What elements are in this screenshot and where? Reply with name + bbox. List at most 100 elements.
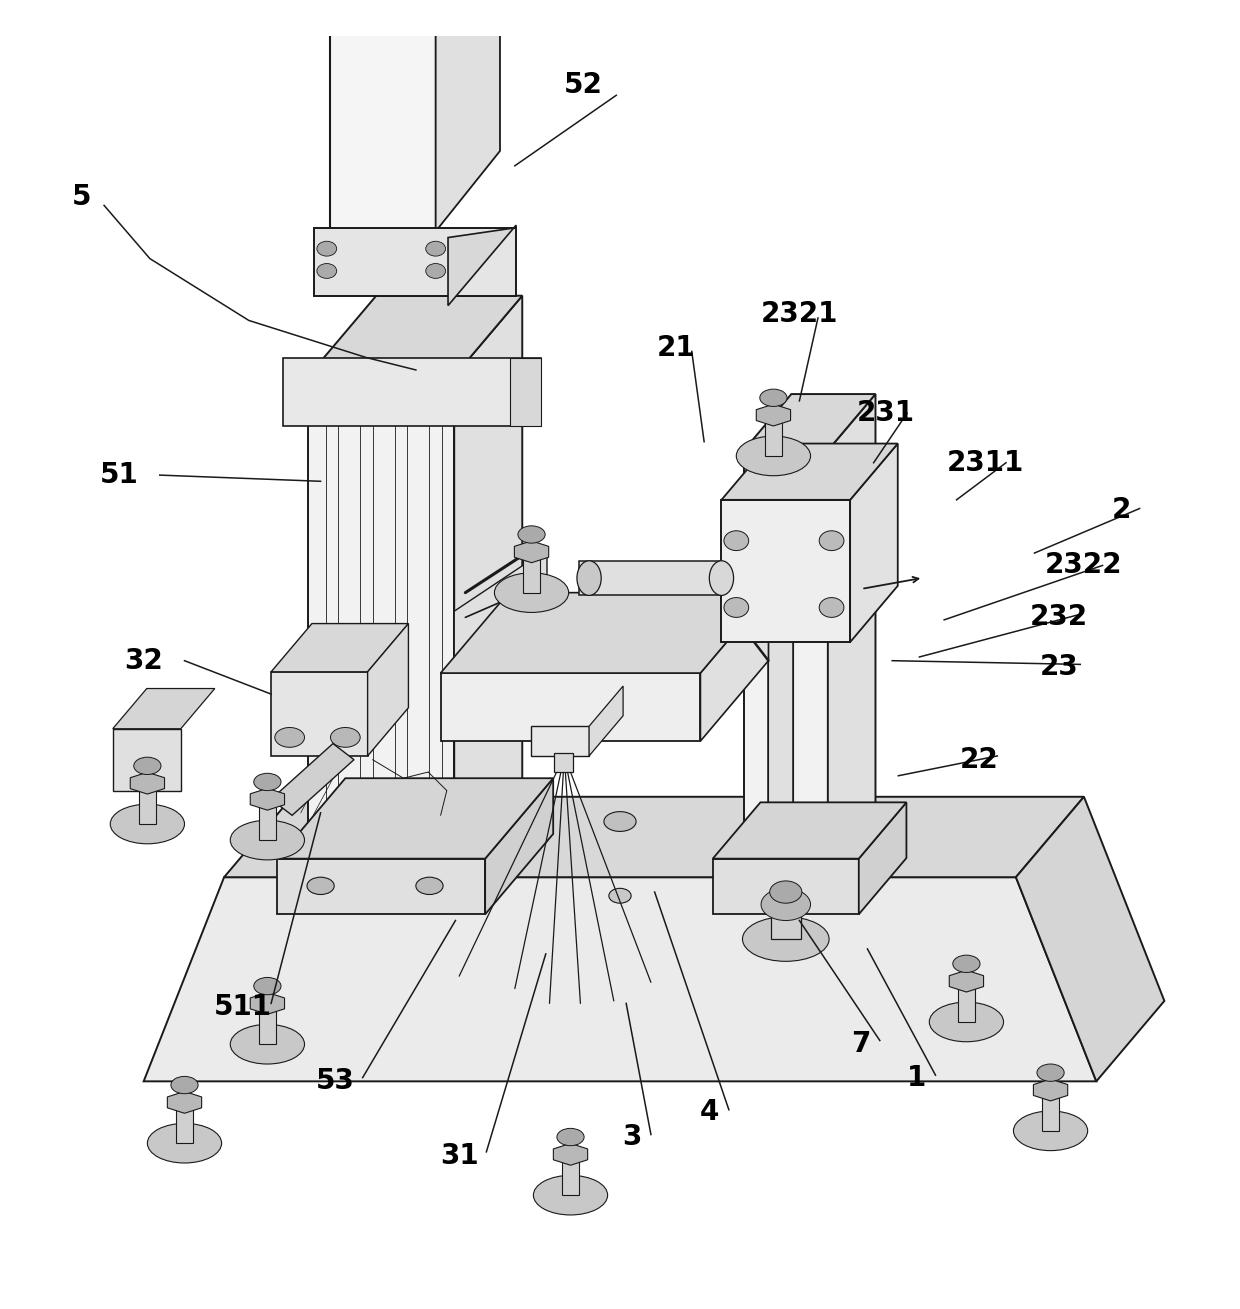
Polygon shape — [309, 376, 454, 859]
Polygon shape — [769, 487, 794, 809]
Text: 51: 51 — [99, 461, 139, 490]
Ellipse shape — [557, 1128, 584, 1145]
Ellipse shape — [231, 821, 305, 860]
Ellipse shape — [743, 916, 830, 961]
Ellipse shape — [761, 889, 811, 920]
Polygon shape — [515, 541, 548, 563]
Polygon shape — [531, 726, 589, 757]
Polygon shape — [1042, 1090, 1059, 1131]
Ellipse shape — [275, 728, 305, 747]
Polygon shape — [1033, 1079, 1068, 1101]
Text: 32: 32 — [124, 647, 162, 674]
Polygon shape — [315, 228, 516, 296]
Ellipse shape — [770, 881, 802, 903]
Polygon shape — [701, 593, 769, 741]
Ellipse shape — [929, 1003, 1003, 1042]
Ellipse shape — [331, 728, 360, 747]
Polygon shape — [713, 802, 906, 859]
Text: 31: 31 — [440, 1141, 479, 1169]
Text: 7: 7 — [852, 1030, 870, 1058]
Polygon shape — [1016, 797, 1164, 1081]
Ellipse shape — [254, 774, 281, 791]
Polygon shape — [259, 800, 277, 840]
Ellipse shape — [308, 877, 335, 894]
Polygon shape — [553, 1144, 588, 1165]
Text: 231: 231 — [857, 399, 915, 427]
Polygon shape — [272, 623, 408, 672]
Ellipse shape — [1013, 1111, 1087, 1151]
Text: 3: 3 — [622, 1123, 642, 1151]
Polygon shape — [722, 500, 851, 643]
Polygon shape — [589, 686, 622, 757]
Polygon shape — [278, 859, 485, 914]
Polygon shape — [167, 1092, 202, 1113]
Text: 1: 1 — [908, 1064, 926, 1092]
Polygon shape — [224, 797, 1084, 877]
Polygon shape — [950, 970, 983, 992]
Ellipse shape — [317, 241, 337, 257]
Ellipse shape — [724, 598, 749, 618]
Polygon shape — [130, 772, 165, 795]
Polygon shape — [259, 1004, 277, 1045]
Ellipse shape — [495, 573, 569, 613]
Polygon shape — [554, 754, 573, 772]
Polygon shape — [523, 552, 541, 593]
Ellipse shape — [760, 389, 787, 406]
Polygon shape — [771, 905, 801, 939]
Polygon shape — [859, 802, 906, 914]
Polygon shape — [454, 550, 547, 711]
Polygon shape — [440, 673, 701, 741]
Text: 22: 22 — [960, 746, 998, 774]
Ellipse shape — [231, 1025, 305, 1064]
Text: 2: 2 — [1111, 496, 1131, 524]
Polygon shape — [250, 992, 284, 1014]
Polygon shape — [440, 593, 769, 673]
Polygon shape — [272, 744, 353, 816]
Polygon shape — [144, 877, 1096, 1081]
Text: 2321: 2321 — [760, 300, 838, 329]
Text: 511: 511 — [213, 994, 272, 1021]
Ellipse shape — [254, 978, 281, 995]
Ellipse shape — [415, 877, 443, 894]
Ellipse shape — [134, 757, 161, 775]
Text: 232: 232 — [1030, 603, 1089, 631]
Polygon shape — [756, 404, 791, 425]
Polygon shape — [278, 779, 553, 859]
Polygon shape — [851, 444, 898, 643]
Polygon shape — [435, 0, 500, 232]
Ellipse shape — [820, 530, 844, 551]
Text: 21: 21 — [656, 334, 694, 361]
Ellipse shape — [110, 804, 185, 844]
Ellipse shape — [952, 956, 980, 973]
Polygon shape — [331, 0, 435, 232]
Polygon shape — [139, 783, 156, 823]
Ellipse shape — [148, 1123, 222, 1162]
Ellipse shape — [737, 436, 811, 475]
Polygon shape — [510, 357, 541, 425]
Ellipse shape — [425, 241, 445, 257]
Polygon shape — [744, 394, 875, 450]
Ellipse shape — [709, 560, 734, 596]
Polygon shape — [485, 779, 553, 914]
Text: 52: 52 — [563, 72, 603, 99]
Polygon shape — [250, 788, 284, 810]
Ellipse shape — [518, 526, 546, 543]
Polygon shape — [579, 560, 722, 596]
Polygon shape — [448, 225, 516, 305]
Polygon shape — [828, 394, 875, 859]
Polygon shape — [957, 982, 975, 1022]
Text: 4: 4 — [699, 1098, 719, 1126]
Text: 5: 5 — [72, 183, 92, 211]
Ellipse shape — [1037, 1064, 1064, 1081]
Polygon shape — [454, 296, 522, 859]
Text: 2311: 2311 — [946, 449, 1023, 476]
Ellipse shape — [171, 1076, 198, 1094]
Ellipse shape — [609, 889, 631, 903]
Polygon shape — [113, 729, 181, 791]
Polygon shape — [284, 357, 541, 425]
Polygon shape — [176, 1102, 193, 1143]
Polygon shape — [113, 689, 215, 729]
Polygon shape — [309, 296, 522, 376]
Ellipse shape — [533, 1175, 608, 1215]
Text: 53: 53 — [316, 1067, 355, 1096]
